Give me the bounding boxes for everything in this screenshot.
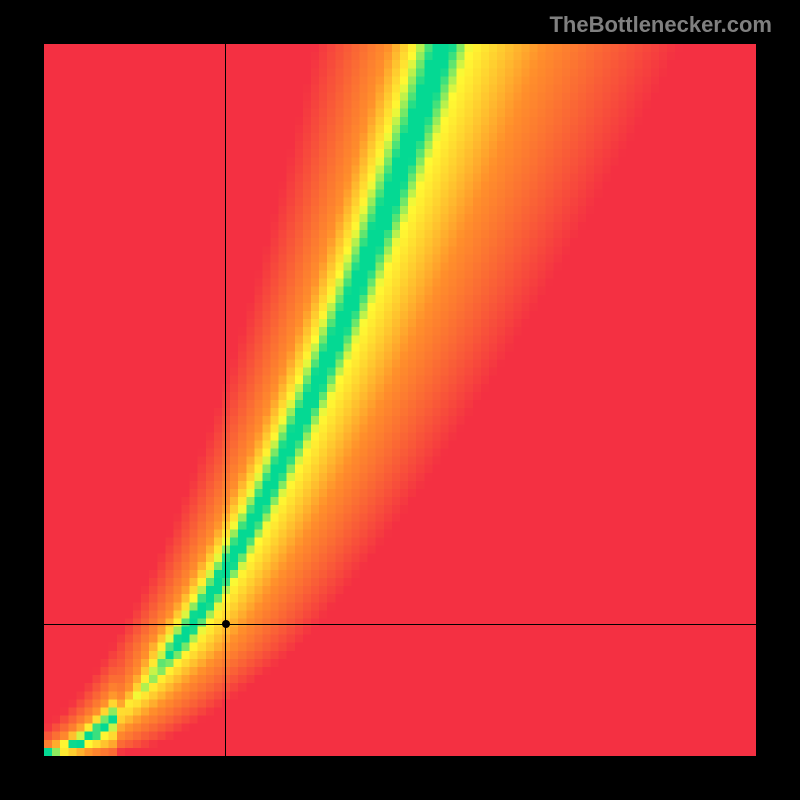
heatmap-plot bbox=[44, 44, 756, 756]
crosshair-vertical bbox=[225, 44, 226, 756]
crosshair-marker bbox=[222, 620, 230, 628]
crosshair-horizontal bbox=[44, 624, 756, 625]
heatmap-canvas bbox=[44, 44, 756, 756]
watermark-text: TheBottlenecker.com bbox=[549, 12, 772, 38]
